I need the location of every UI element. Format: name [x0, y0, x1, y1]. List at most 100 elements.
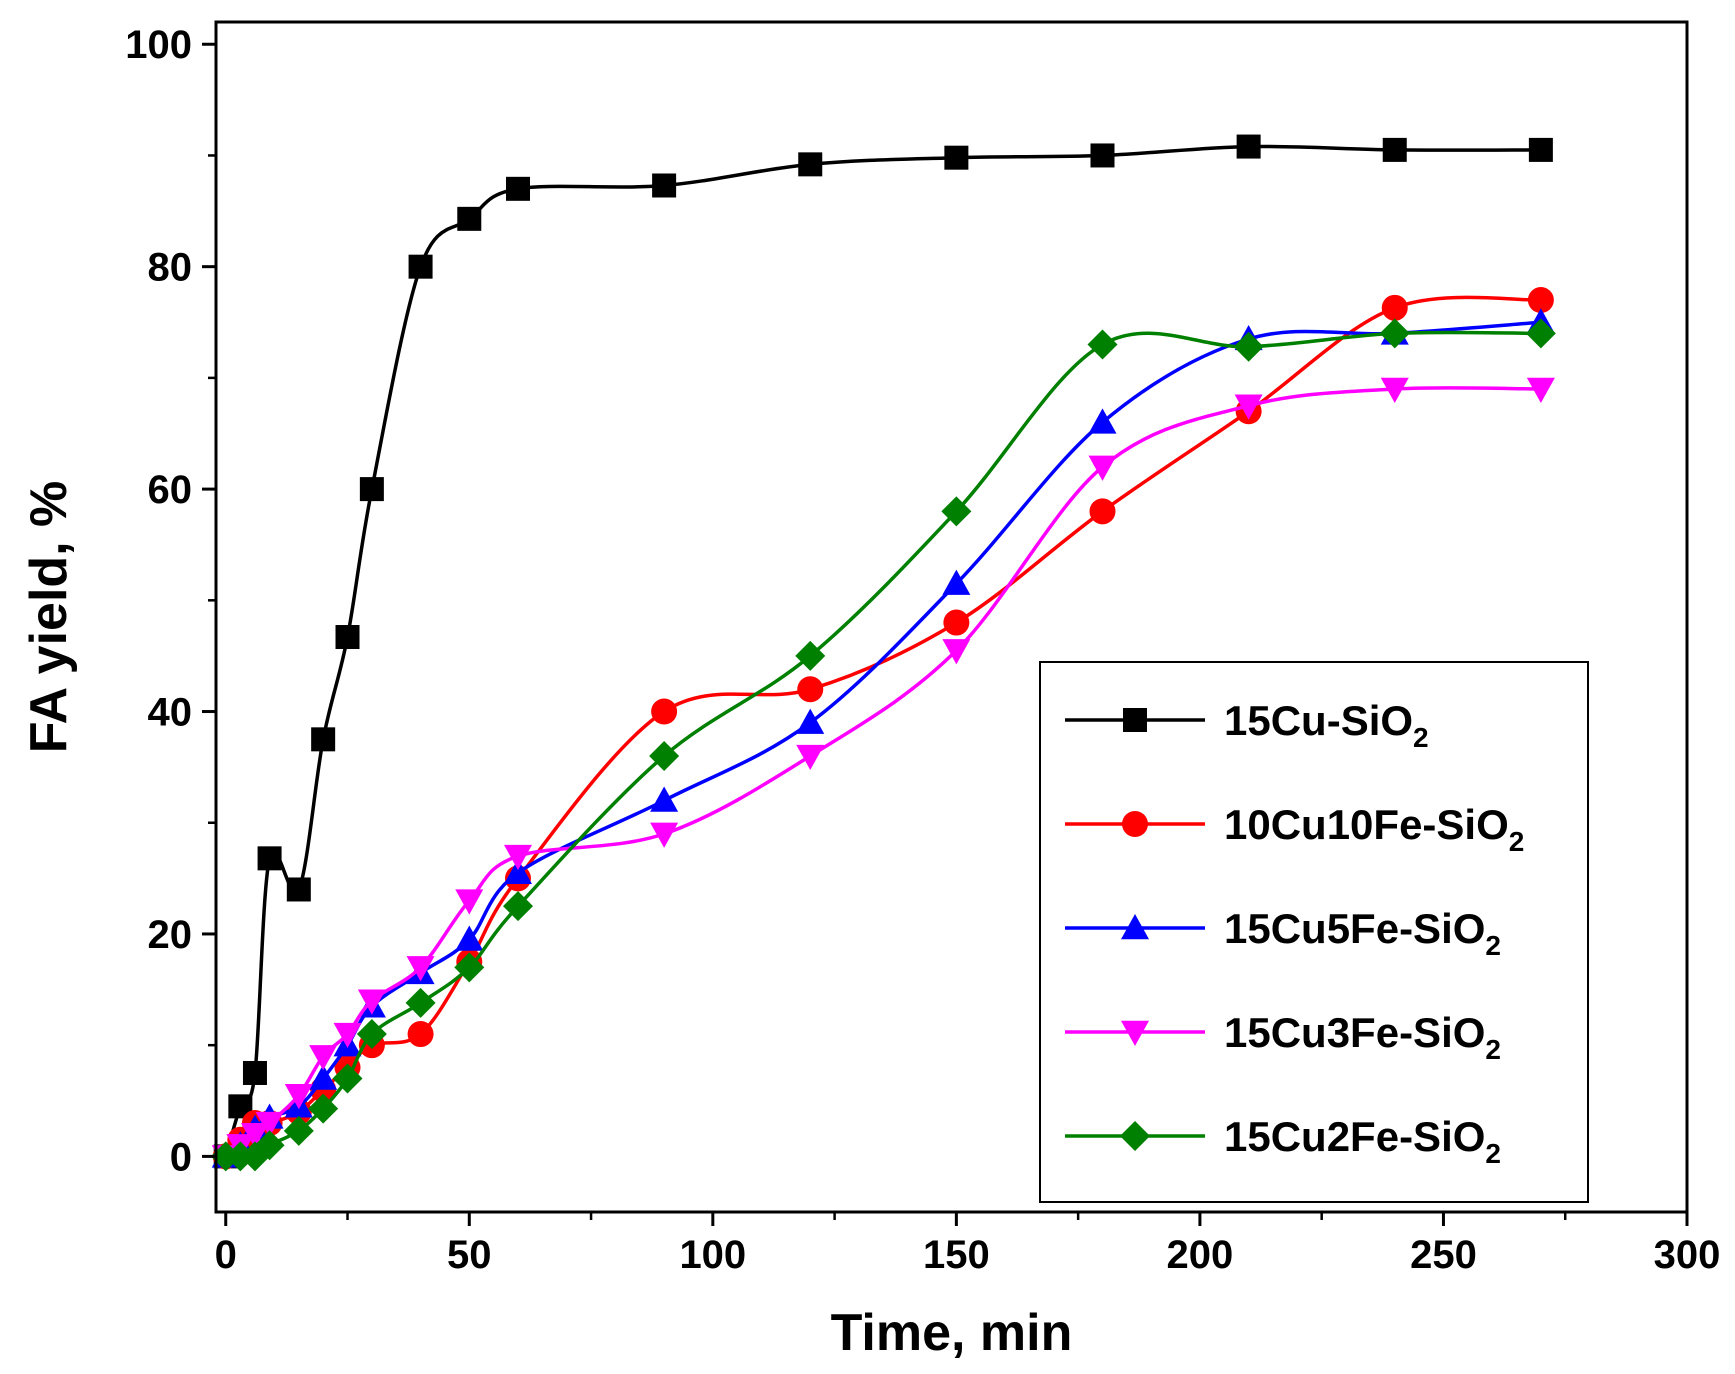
data-point: [651, 698, 678, 725]
data-point: [1090, 143, 1115, 168]
legend: 15Cu-SiO2 10Cu10Fe-SiO2 15Cu5Fe-SiO2 15Cu3F…: [1039, 661, 1589, 1203]
legend-item: 15Cu5Fe-SiO2: [1065, 905, 1501, 961]
x-tick-label: 200: [1167, 1233, 1234, 1277]
data-point: [942, 639, 971, 665]
data-point: [1088, 455, 1117, 481]
data-point: [311, 727, 336, 752]
axes-layer: 0 50 100 150 200 250 300 0 20 40 60 80 100: [125, 23, 1720, 1277]
data-point: [257, 846, 282, 871]
legend-marker: [1120, 1121, 1150, 1151]
legend-item: 15Cu-SiO2: [1065, 697, 1429, 753]
legend-item: 15Cu2Fe-SiO2: [1065, 1113, 1501, 1169]
data-point: [1089, 498, 1116, 525]
series-layer: [210, 134, 1556, 1172]
legend-marker: [1121, 1020, 1149, 1046]
y-tick-label: 40: [148, 691, 193, 735]
data-point: [283, 1115, 314, 1146]
series-line: [224, 386, 1541, 1158]
y-tick-label: 60: [148, 468, 193, 512]
data-point: [455, 889, 484, 915]
data-point: [408, 254, 433, 279]
data-point: [286, 877, 311, 902]
data-point: [309, 1045, 338, 1071]
data-point: [505, 176, 530, 201]
legend-marker: [1122, 811, 1148, 837]
data-point: [1088, 408, 1117, 434]
data-point: [944, 145, 969, 170]
legend-label: 15Cu-SiO2: [1224, 697, 1429, 753]
data-point: [1234, 394, 1263, 420]
legend-label-subscript: 2: [1485, 1034, 1501, 1065]
legend-marker: [1121, 914, 1149, 940]
data-point: [332, 1063, 363, 1094]
legend-marker: [1123, 708, 1147, 732]
data-point: [1381, 294, 1408, 321]
data-point: [798, 152, 823, 177]
series-line: [224, 320, 1542, 1158]
series-4: [210, 318, 1556, 1172]
data-point: [1525, 318, 1556, 349]
y-tick-label: 20: [148, 913, 193, 957]
data-point: [309, 1064, 338, 1090]
x-tick-label: 0: [215, 1233, 237, 1277]
data-point: [240, 1122, 269, 1149]
data-point: [454, 952, 485, 983]
data-point: [254, 1130, 285, 1161]
data-point: [308, 1093, 339, 1124]
data-point: [359, 477, 384, 502]
data-point: [335, 625, 360, 650]
legend-label-subscript: 2: [1413, 722, 1429, 753]
data-point: [503, 858, 532, 884]
data-point: [284, 1084, 313, 1110]
data-point: [941, 496, 972, 527]
plot-area-frame: [214, 20, 1689, 1214]
data-point: [457, 206, 482, 231]
data-point: [649, 741, 680, 772]
series-line: [225, 330, 1541, 1159]
data-point: [502, 891, 533, 922]
data-point: [1236, 134, 1261, 159]
x-tick-label: 300: [1654, 1233, 1721, 1277]
legend-label-subscript: 2: [1485, 930, 1501, 961]
data-point: [942, 569, 971, 595]
series-line: [224, 295, 1541, 1158]
data-point: [943, 609, 970, 636]
x-tick-label: 150: [923, 1233, 990, 1277]
data-point: [255, 1111, 284, 1138]
y-axis-title: FA yield, %: [20, 481, 78, 754]
data-point: [356, 1019, 387, 1050]
data-point: [455, 925, 484, 951]
legend-label-subscript: 2: [1485, 1138, 1501, 1169]
data-point: [1233, 331, 1264, 362]
data-point: [795, 640, 826, 671]
data-point: [652, 173, 677, 198]
data-point: [333, 1022, 362, 1049]
data-point: [407, 1021, 434, 1048]
x-tick-label: 250: [1410, 1233, 1477, 1277]
data-point: [357, 989, 386, 1015]
data-point: [503, 844, 532, 871]
data-point: [1379, 318, 1410, 349]
x-axis-title: Time, min: [831, 1304, 1073, 1362]
y-tick-label: 100: [125, 23, 192, 67]
legend-label: 10Cu10Fe-SiO2: [1224, 801, 1524, 857]
data-point: [1382, 137, 1407, 162]
data-point: [406, 956, 435, 982]
y-tick-label: 80: [148, 246, 193, 290]
data-point: [1527, 287, 1554, 314]
data-point: [796, 708, 825, 734]
legend-item: 10Cu10Fe-SiO2: [1065, 801, 1524, 857]
data-point: [1380, 377, 1409, 404]
data-point: [1087, 329, 1118, 360]
data-point: [796, 744, 825, 771]
data-point: [405, 987, 436, 1018]
data-point: [650, 786, 679, 812]
legend-item: 15Cu3Fe-SiO2: [1065, 1009, 1501, 1065]
x-tick-label: 100: [679, 1233, 746, 1277]
x-tick-label: 50: [447, 1233, 492, 1277]
data-point: [797, 676, 824, 703]
legend-label-subscript: 2: [1509, 826, 1525, 857]
data-point: [650, 822, 679, 848]
legend-label: 15Cu2Fe-SiO2: [1224, 1113, 1501, 1169]
